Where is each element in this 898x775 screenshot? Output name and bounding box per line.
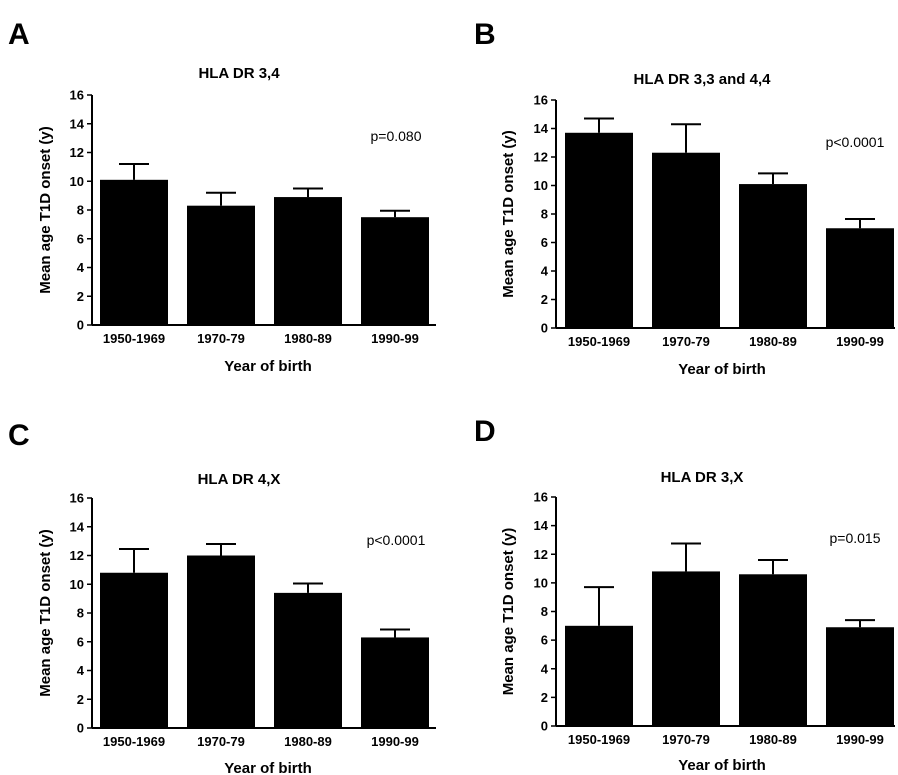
chart-title: HLA DR 4,X bbox=[198, 471, 281, 488]
y-tick-label: 12 bbox=[70, 145, 84, 160]
bar bbox=[652, 152, 720, 328]
y-tick-label: 16 bbox=[70, 491, 84, 506]
y-axis-label: Mean age T1D onset (y) bbox=[500, 528, 517, 696]
y-tick-label: 8 bbox=[541, 207, 548, 222]
y-tick-label: 8 bbox=[77, 606, 84, 621]
x-tick-label: 1970-79 bbox=[197, 734, 245, 749]
y-tick-label: 4 bbox=[77, 663, 85, 678]
x-tick-label: 1950-1969 bbox=[568, 732, 630, 747]
y-tick-label: 6 bbox=[541, 235, 548, 250]
y-tick-label: 14 bbox=[534, 518, 549, 533]
x-tick-label: 1950-1969 bbox=[103, 734, 165, 749]
bar bbox=[361, 217, 429, 325]
y-tick-label: 10 bbox=[534, 575, 548, 590]
y-tick-label: 6 bbox=[541, 633, 548, 648]
bar bbox=[100, 572, 168, 728]
panel-letter: D bbox=[474, 415, 496, 448]
x-tick-label: 1980-89 bbox=[284, 331, 332, 346]
bar bbox=[274, 197, 342, 325]
p-value-annotation: p<0.0001 bbox=[826, 134, 885, 150]
y-tick-label: 10 bbox=[534, 178, 548, 193]
y-tick-label: 4 bbox=[541, 661, 549, 676]
bar bbox=[826, 627, 894, 726]
p-value-annotation: p=0.015 bbox=[830, 530, 881, 546]
x-tick-label: 1970-79 bbox=[197, 331, 245, 346]
y-tick-label: 16 bbox=[534, 490, 548, 505]
x-tick-label: 1970-79 bbox=[662, 732, 710, 747]
bar bbox=[826, 228, 894, 328]
y-tick-label: 6 bbox=[77, 231, 84, 246]
bar bbox=[739, 184, 807, 328]
y-tick-label: 10 bbox=[70, 577, 84, 592]
x-tick-label: 1950-1969 bbox=[103, 331, 165, 346]
y-tick-label: 6 bbox=[77, 634, 84, 649]
x-tick-label: 1990-99 bbox=[371, 331, 419, 346]
panel-letter: C bbox=[8, 419, 30, 452]
y-tick-label: 10 bbox=[70, 174, 84, 189]
y-tick-label: 16 bbox=[534, 93, 548, 108]
chart-title: HLA DR 3,3 and 4,4 bbox=[634, 71, 772, 88]
x-axis-label: Year of birth bbox=[678, 757, 766, 774]
y-tick-label: 2 bbox=[77, 692, 84, 707]
x-tick-label: 1980-89 bbox=[284, 734, 332, 749]
bar bbox=[187, 205, 255, 325]
y-tick-label: 2 bbox=[541, 292, 548, 307]
y-tick-label: 0 bbox=[541, 321, 548, 336]
y-tick-label: 12 bbox=[534, 547, 548, 562]
panel-letter: B bbox=[474, 18, 496, 51]
x-axis-label: Year of birth bbox=[678, 361, 766, 378]
bar bbox=[652, 571, 720, 726]
y-tick-label: 0 bbox=[77, 721, 84, 736]
y-tick-label: 8 bbox=[541, 604, 548, 619]
bar bbox=[187, 555, 255, 728]
y-tick-label: 0 bbox=[541, 719, 548, 734]
bar bbox=[274, 592, 342, 728]
y-tick-label: 2 bbox=[541, 690, 548, 705]
y-tick-label: 14 bbox=[70, 116, 85, 131]
chart-title: HLA DR 3,4 bbox=[198, 65, 280, 82]
x-tick-label: 1970-79 bbox=[662, 334, 710, 349]
y-tick-label: 12 bbox=[70, 548, 84, 563]
x-tick-label: 1990-99 bbox=[371, 734, 419, 749]
x-tick-label: 1950-1969 bbox=[568, 334, 630, 349]
chart-panel-b: B HLA DR 3,3 and 4,4 0 2 4 6 8 10 12 14 16 Mean age… bbox=[474, 18, 895, 378]
y-tick-label: 14 bbox=[534, 121, 549, 136]
x-axis-label: Year of birth bbox=[224, 358, 312, 375]
y-axis-label: Mean age T1D onset (y) bbox=[500, 130, 517, 298]
x-axis-label: Year of birth bbox=[224, 760, 312, 775]
x-tick-label: 1980-89 bbox=[749, 732, 797, 747]
chart-title: HLA DR 3,X bbox=[661, 469, 744, 486]
bar bbox=[361, 637, 429, 728]
y-tick-label: 16 bbox=[70, 88, 84, 103]
chart-panel-a: A HLA DR 3,4 0 2 4 6 8 10 12 14 16 Mean age T1D ons… bbox=[8, 18, 436, 375]
y-tick-label: 2 bbox=[77, 289, 84, 304]
panel-letter: A bbox=[8, 18, 30, 51]
p-value-annotation: p<0.0001 bbox=[367, 532, 426, 548]
y-axis-label: Mean age T1D onset (y) bbox=[37, 529, 54, 697]
y-tick-label: 4 bbox=[77, 260, 85, 275]
y-tick-label: 0 bbox=[77, 318, 84, 333]
y-tick-label: 14 bbox=[70, 519, 85, 534]
x-tick-label: 1990-99 bbox=[836, 334, 884, 349]
bar bbox=[100, 179, 168, 325]
y-tick-label: 12 bbox=[534, 150, 548, 165]
chart-panel-c: C HLA DR 4,X 0 2 4 6 8 10 12 14 16 Mean age T1D ons… bbox=[8, 419, 436, 775]
y-tick-label: 8 bbox=[77, 203, 84, 218]
x-tick-label: 1980-89 bbox=[749, 334, 797, 349]
x-tick-label: 1990-99 bbox=[836, 732, 884, 747]
bar bbox=[565, 625, 633, 726]
y-axis-label: Mean age T1D onset (y) bbox=[37, 126, 54, 294]
bar bbox=[739, 574, 807, 726]
y-tick-label: 4 bbox=[541, 264, 549, 279]
p-value-annotation: p=0.080 bbox=[371, 128, 422, 144]
chart-panel-d: D HLA DR 3,X 0 2 4 6 8 10 12 14 16 Mean age T1D ons… bbox=[474, 415, 895, 774]
bar bbox=[565, 132, 633, 328]
